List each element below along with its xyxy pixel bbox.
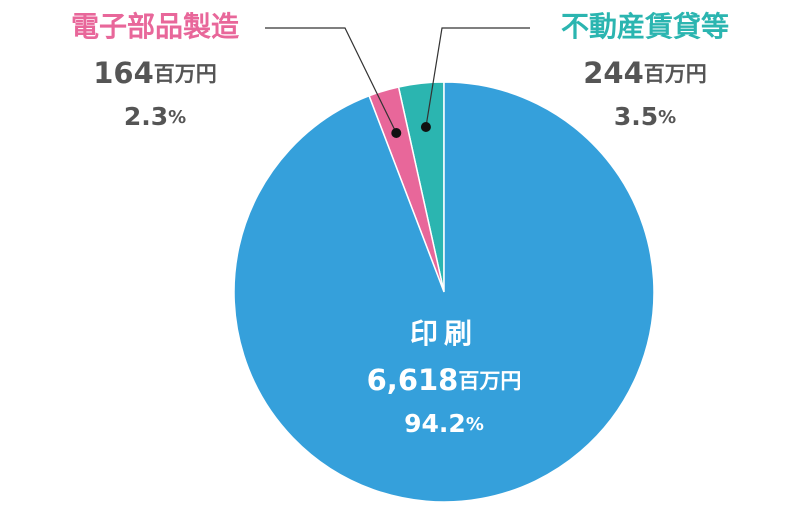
amount-unit: 百万円 xyxy=(644,62,707,86)
amount-unit: 百万円 xyxy=(154,62,217,86)
category-label: 印刷 xyxy=(410,317,478,350)
category-label: 不動産賃貸等 xyxy=(561,10,729,43)
category-label: 電子部品製造 xyxy=(71,10,239,43)
percent-label: 2.3% xyxy=(124,102,186,131)
percent-unit: % xyxy=(168,107,186,128)
amount-unit: 百万円 xyxy=(458,369,521,393)
amount-value: 6,618 xyxy=(367,363,459,397)
leader-dot xyxy=(420,121,431,132)
amount-value: 244 xyxy=(583,56,644,90)
amount-value: 164 xyxy=(93,56,154,90)
percent-value: 2.3 xyxy=(124,102,168,131)
percent-unit: % xyxy=(466,414,484,435)
amount-label: 6,618百万円 xyxy=(367,363,522,397)
leader-dot xyxy=(391,128,402,139)
percent-unit: % xyxy=(658,107,676,128)
percent-label: 94.2% xyxy=(404,409,484,438)
percent-value: 94.2 xyxy=(404,409,466,438)
leader-line xyxy=(265,27,397,134)
percent-label: 3.5% xyxy=(614,102,676,131)
pie-slice xyxy=(233,81,655,503)
percent-value: 3.5 xyxy=(614,102,658,131)
amount-label: 164百万円 xyxy=(93,56,217,90)
leader-line xyxy=(425,27,530,128)
amount-label: 244百万円 xyxy=(583,56,707,90)
